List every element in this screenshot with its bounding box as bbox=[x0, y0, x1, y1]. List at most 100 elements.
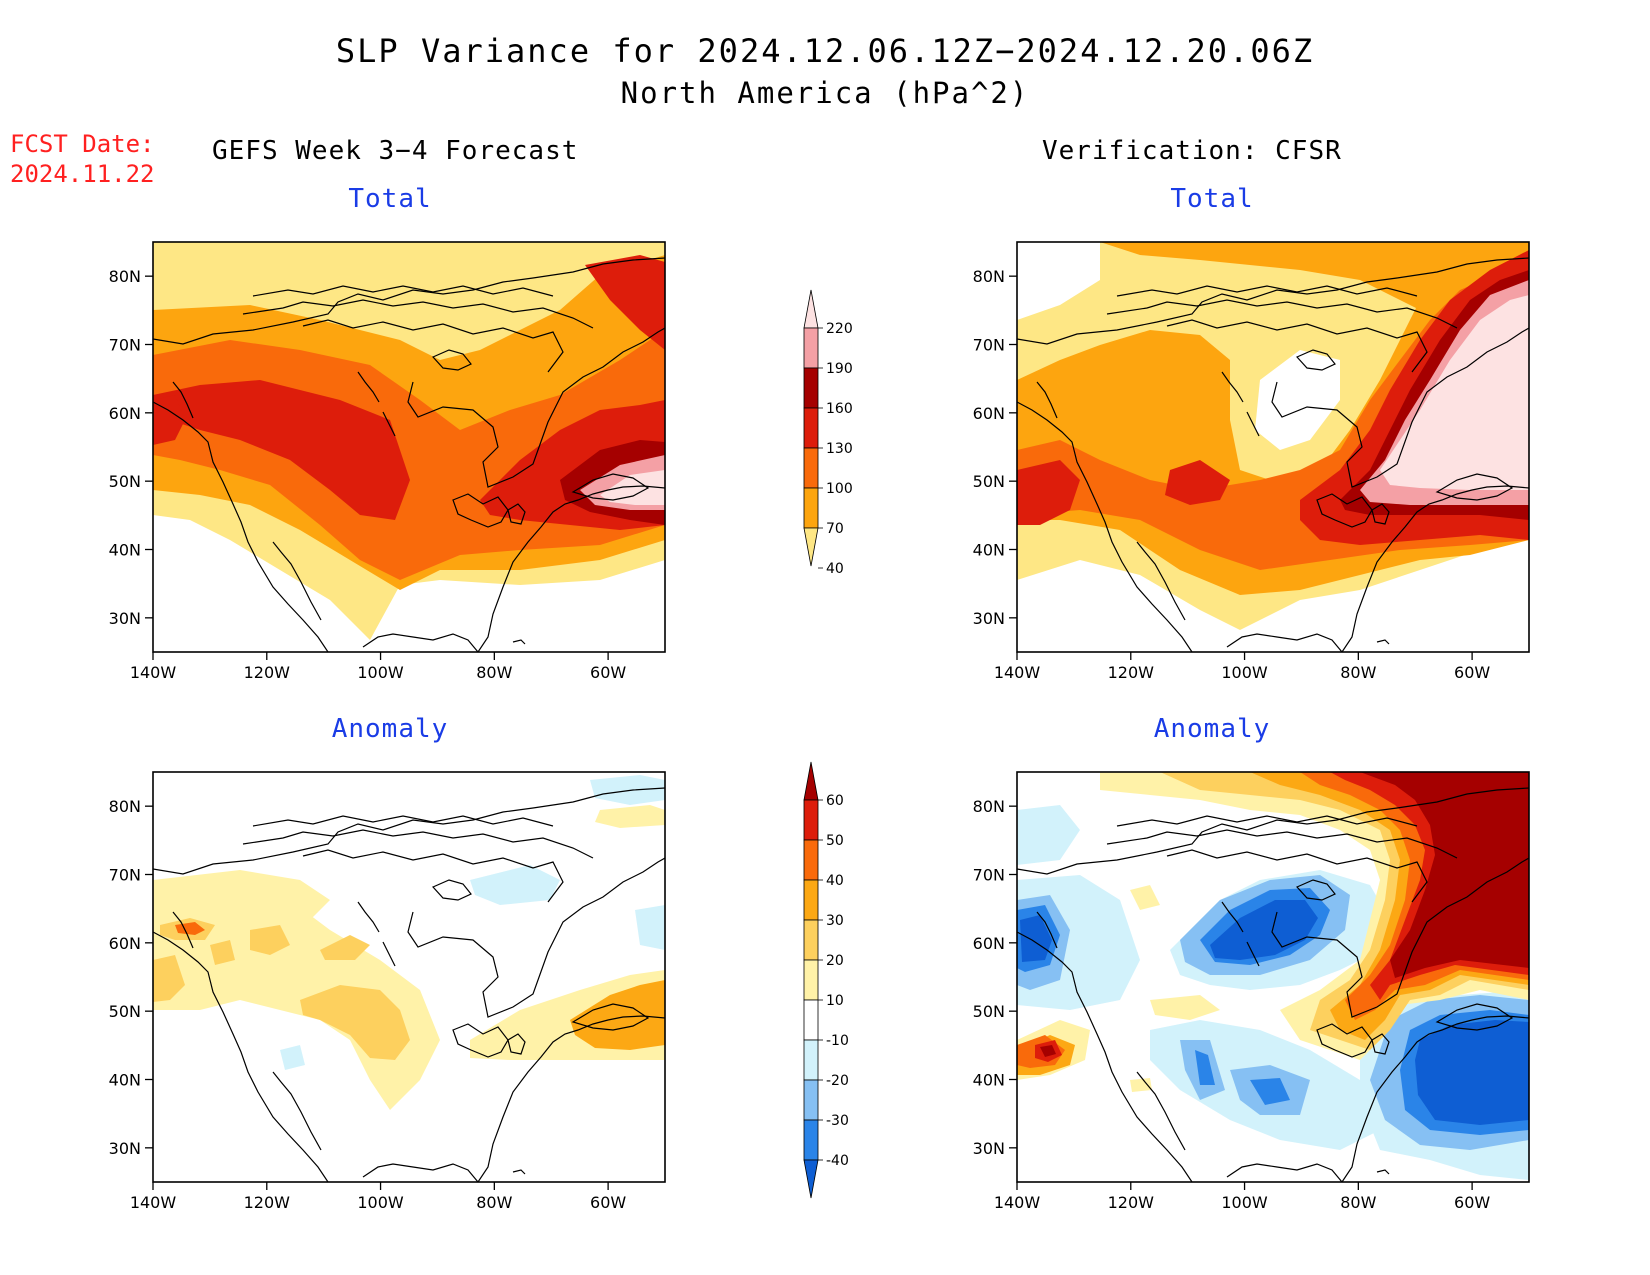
panel-title-verification-total: Total bbox=[1170, 184, 1254, 214]
colorbar-bin bbox=[803, 1119, 819, 1161]
panel-verification-total bbox=[1017, 242, 1529, 652]
panel-verification-anomaly bbox=[1017, 772, 1529, 1182]
lon-tick-label: 140W bbox=[130, 663, 177, 682]
colorbar-label: 10 bbox=[826, 993, 844, 1009]
lat-tick-label: 70N bbox=[109, 866, 141, 885]
colorbar-label: 70 bbox=[826, 521, 844, 537]
lat-tick-label: 40N bbox=[109, 541, 141, 560]
colorbar-label: -20 bbox=[826, 1073, 849, 1089]
lat-tick-label: 60N bbox=[973, 934, 1005, 953]
forecast-date-value: 2024.11.22 bbox=[10, 160, 155, 188]
colorbar-label: 20 bbox=[826, 953, 844, 969]
lat-tick-label: 50N bbox=[109, 472, 141, 491]
colorbar-label: 130 bbox=[826, 441, 853, 457]
colorbar-bin bbox=[803, 879, 819, 921]
lat-tick-label: 50N bbox=[109, 1002, 141, 1021]
lat-tick-label: 70N bbox=[109, 336, 141, 355]
colorbar-arrow-bottom bbox=[803, 527, 819, 567]
colorbar-label: 60 bbox=[826, 793, 844, 809]
colorbar-label: 100 bbox=[826, 481, 853, 497]
colorbar-label: 30 bbox=[826, 913, 844, 929]
lat-tick-label: 50N bbox=[973, 1002, 1005, 1021]
colorbar-arrow-bottom bbox=[803, 1159, 819, 1199]
colorbar-label: 50 bbox=[826, 833, 844, 849]
colorbar-bin bbox=[803, 799, 819, 841]
lon-tick-label: 80W bbox=[476, 1193, 512, 1212]
lat-tick-label: 30N bbox=[973, 609, 1005, 628]
lon-tick-label: 60W bbox=[590, 663, 626, 682]
frame-verification-anomaly bbox=[1016, 771, 1530, 1183]
lon-tick-label: 60W bbox=[1454, 663, 1490, 682]
colorbar-bin bbox=[803, 1079, 819, 1121]
colorbar-bin bbox=[803, 839, 819, 881]
lat-tick-label: 80N bbox=[109, 267, 141, 286]
lat-tick-label: 50N bbox=[973, 472, 1005, 491]
lon-tick-label: 80W bbox=[1340, 1193, 1376, 1212]
colorbar-bin bbox=[803, 959, 819, 1001]
lon-tick-label: 120W bbox=[1108, 663, 1155, 682]
colorbar-label: -40 bbox=[826, 1153, 849, 1169]
colorbar-label: 40 bbox=[826, 873, 844, 889]
colorbar-label: 190 bbox=[826, 361, 853, 377]
frame-forecast-anomaly bbox=[152, 771, 666, 1183]
colorbar-bin bbox=[803, 447, 819, 489]
right-column-header: Verification: CFSR bbox=[1042, 136, 1342, 166]
lat-tick-label: 80N bbox=[109, 797, 141, 816]
lon-tick-label: 80W bbox=[476, 663, 512, 682]
lon-tick-label: 120W bbox=[244, 663, 291, 682]
panel-title-forecast-anomaly: Anomaly bbox=[331, 714, 449, 744]
lat-tick-label: 30N bbox=[973, 1139, 1005, 1158]
lat-tick-label: 60N bbox=[109, 404, 141, 423]
frame-forecast-total bbox=[152, 241, 666, 653]
chart-title: SLP Variance for 2024.12.06.12Z−2024.12.… bbox=[335, 32, 1315, 70]
colorbar-bin bbox=[803, 999, 819, 1041]
lon-tick-label: 120W bbox=[244, 1193, 291, 1212]
lon-tick-label: 100W bbox=[1221, 663, 1268, 682]
lon-tick-label: 60W bbox=[1454, 1193, 1490, 1212]
colorbar-arrow-top bbox=[803, 289, 819, 329]
lon-tick-label: 140W bbox=[130, 1193, 177, 1212]
panel-forecast-anomaly bbox=[153, 772, 665, 1182]
lat-tick-label: 40N bbox=[973, 1071, 1005, 1090]
lon-tick-label: 60W bbox=[590, 1193, 626, 1212]
colorbar-label: -10 bbox=[826, 1033, 849, 1049]
lon-tick-label: 120W bbox=[1108, 1193, 1155, 1212]
colorbar-total: 220 190 160 130 100 70 40 bbox=[803, 289, 853, 577]
lat-tick-label: 70N bbox=[973, 336, 1005, 355]
colorbar-anomaly: 60 50 40 30 20 10 -10 -20 -30 -40 bbox=[803, 761, 849, 1199]
colorbar-label: 160 bbox=[826, 401, 853, 417]
lat-tick-label: 80N bbox=[973, 267, 1005, 286]
colorbar-bin bbox=[803, 919, 819, 961]
lon-tick-label: 80W bbox=[1340, 663, 1376, 682]
colorbar-bin bbox=[803, 487, 819, 529]
lat-tick-label: 60N bbox=[973, 404, 1005, 423]
lat-tick-label: 40N bbox=[973, 541, 1005, 560]
lat-tick-label: 60N bbox=[109, 934, 141, 953]
lat-tick-label: 40N bbox=[109, 1071, 141, 1090]
colorbar-bin bbox=[803, 407, 819, 449]
colorbar-label: 220 bbox=[826, 321, 853, 337]
forecast-date-label: FCST Date: bbox=[10, 130, 155, 158]
colorbar-bin bbox=[803, 327, 819, 369]
left-column-header: GEFS Week 3−4 Forecast bbox=[212, 136, 579, 166]
colorbar-arrow-top bbox=[803, 761, 819, 801]
lon-tick-label: 100W bbox=[1221, 1193, 1268, 1212]
lat-tick-label: 70N bbox=[973, 866, 1005, 885]
frame-verification-total bbox=[1016, 241, 1530, 653]
panel-title-verification-anomaly: Anomaly bbox=[1153, 714, 1271, 744]
colorbar-label: 40 bbox=[826, 561, 844, 577]
lat-tick-label: 80N bbox=[973, 797, 1005, 816]
colorbar-bin bbox=[803, 1039, 819, 1081]
panel-title-forecast-total: Total bbox=[348, 184, 432, 214]
colorbar-bin bbox=[803, 367, 819, 409]
lon-tick-label: 140W bbox=[994, 1193, 1041, 1212]
panel-forecast-total bbox=[153, 242, 665, 652]
lon-tick-label: 100W bbox=[357, 663, 404, 682]
colorbar-label: -30 bbox=[826, 1113, 849, 1129]
lon-tick-label: 140W bbox=[994, 663, 1041, 682]
lat-tick-label: 30N bbox=[109, 1139, 141, 1158]
lat-tick-label: 30N bbox=[109, 609, 141, 628]
chart-subtitle: North America (hPa^2) bbox=[620, 76, 1030, 110]
lon-tick-label: 100W bbox=[357, 1193, 404, 1212]
